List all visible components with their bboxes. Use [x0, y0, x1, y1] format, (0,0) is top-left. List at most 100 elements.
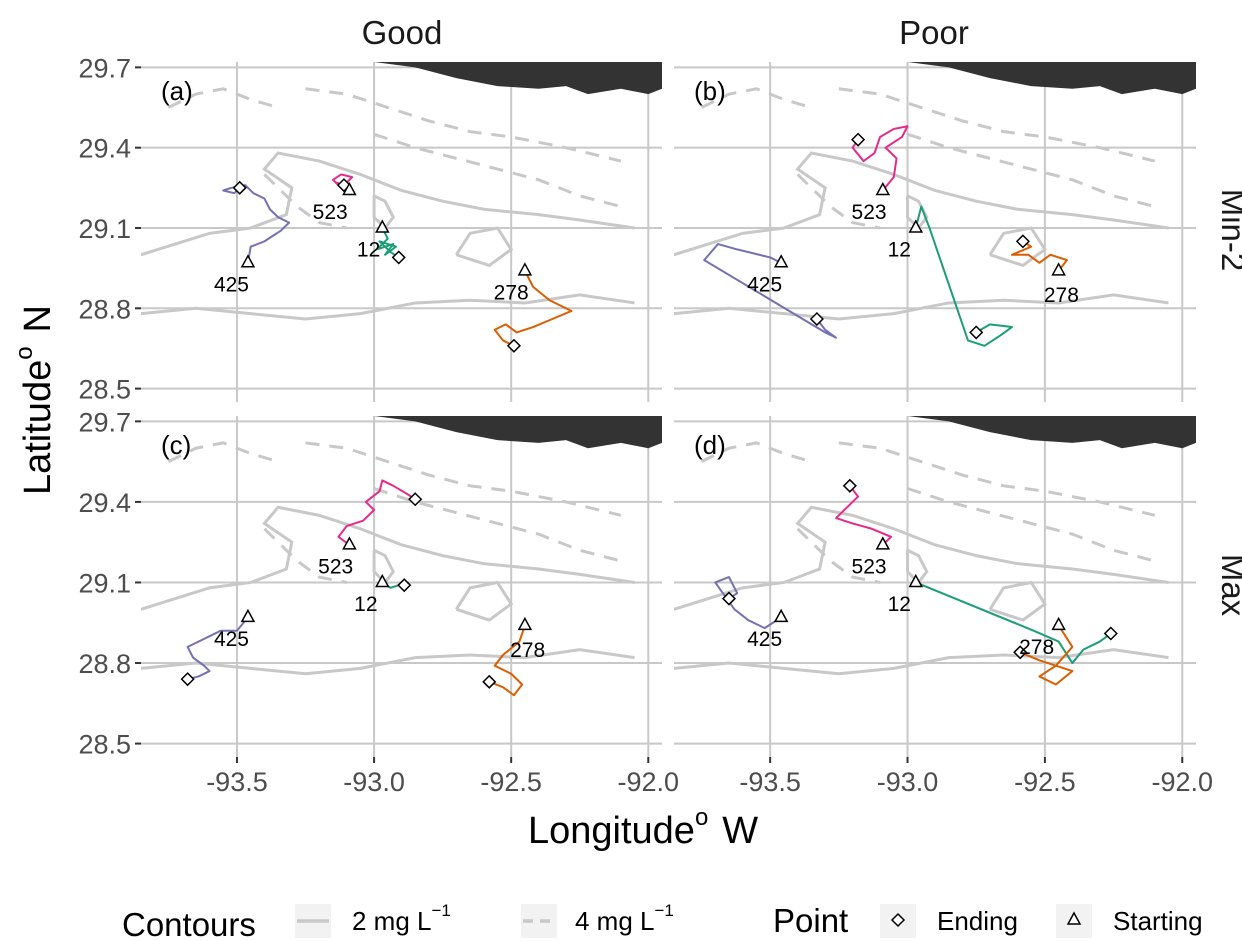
track-label-425: 425: [214, 273, 249, 296]
x-tick-label: -92.0: [618, 767, 680, 797]
legend-contours-title: Contours: [122, 906, 256, 941]
land-mass: [374, 62, 662, 95]
track-label-278: 278: [1044, 284, 1079, 307]
track-label-425: 425: [747, 628, 782, 651]
contour-4mg: [907, 487, 1156, 563]
starting-point-12: [375, 219, 390, 233]
track-523: [331, 173, 354, 191]
starting-point-12: [908, 573, 924, 588]
starting-point-12: [375, 573, 390, 588]
track-label-425: 425: [747, 273, 782, 296]
ending-point-523: [851, 132, 866, 147]
legend-2mg-text: 2 mg L: [352, 906, 432, 936]
track-label-523: 523: [852, 556, 887, 579]
ending-point-12: [391, 250, 406, 265]
contour-2mg: [372, 548, 396, 585]
starting-point-523: [875, 181, 891, 196]
track-523: [337, 479, 416, 546]
panel-content: 425 523 12 278 (a): [141, 62, 662, 402]
x-axis-title-main: Longitude: [528, 810, 695, 852]
starting-point-278: [1051, 262, 1066, 276]
legend: Contours 2 mg L−1 4 mg L−1 Point Ending …: [122, 901, 1203, 941]
strip-good: Good: [362, 14, 443, 51]
contour-4mg: [305, 87, 622, 163]
strip-max: Max: [1215, 554, 1242, 617]
y-tick-label: 29.7: [78, 53, 131, 83]
y-tick-label: 28.5: [78, 375, 131, 405]
y-tick-label: 29.4: [78, 134, 131, 164]
contour-4mg: [373, 487, 622, 563]
contour-2mg: [455, 580, 514, 622]
x-tick-label: -93.5: [206, 767, 268, 797]
contour-4mg: [167, 441, 279, 464]
track-label-278: 278: [494, 282, 529, 305]
track-12: [375, 227, 400, 259]
ending-point-278: [1013, 645, 1028, 660]
contour-2mg: [141, 293, 635, 321]
contour-2mg: [988, 226, 1047, 268]
contour-2mg: [141, 505, 635, 611]
contour-2mg: [141, 151, 635, 257]
legend-4mg-label: 4 mg L−1: [575, 901, 674, 936]
track-label-278: 278: [510, 639, 545, 662]
contour-4mg: [700, 441, 812, 464]
contour-2mg: [906, 548, 929, 585]
track-12: [915, 581, 1112, 665]
y-tick-label: 28.5: [78, 730, 131, 760]
contour-2mg: [372, 194, 396, 231]
panel-tag: (a): [161, 76, 193, 106]
track-label-523: 523: [313, 201, 348, 224]
track-523: [835, 485, 893, 546]
x-axis-title: Longitudeo W: [528, 804, 758, 852]
legend-2mg-exp: −1: [432, 901, 451, 920]
x-axis-title-suffix: W: [722, 810, 758, 852]
contour-4mg: [167, 87, 279, 109]
track-278: [488, 625, 526, 697]
contour-4mg: [263, 173, 347, 230]
panel-tag: (d): [694, 430, 726, 460]
starting-point-523: [875, 536, 891, 550]
track-425: [186, 616, 249, 681]
panel-tag: (c): [161, 430, 191, 460]
starting-point-425: [240, 254, 256, 268]
legend-4mg-exp: −1: [655, 901, 674, 920]
contour-4mg: [796, 527, 881, 584]
contour-4mg: [838, 87, 1156, 163]
ending-point-425: [232, 180, 247, 195]
axes-group: 28.528.829.129.429.728.528.829.129.429.7…: [78, 53, 1213, 797]
legend-point-title: Point: [773, 902, 848, 939]
ending-point-523: [336, 178, 351, 193]
ending-point-523: [842, 478, 857, 493]
contour-4mg: [305, 441, 622, 517]
ending-point-12: [1103, 626, 1118, 641]
starting-point-425: [240, 608, 256, 623]
contour-4mg: [373, 132, 622, 209]
y-axis-title-main: Latitude: [17, 360, 59, 495]
y-tick-label: 28.8: [78, 294, 131, 324]
ending-point-523: [408, 492, 423, 507]
legend-diamond-icon: [890, 912, 906, 928]
contour-2mg: [455, 226, 514, 268]
starting-point-425: [773, 254, 789, 268]
track-425: [703, 243, 838, 339]
panels-group: 42552312278(a)42552312278(b)42552312278(…: [141, 62, 1196, 757]
ending-point-425: [180, 672, 195, 687]
x-tick-label: -93.0: [343, 767, 405, 797]
contour-4mg: [838, 441, 1156, 517]
x-axis-title-sup: o: [695, 804, 708, 831]
track-label-12: 12: [888, 239, 911, 262]
x-tick-label: -93.0: [877, 767, 939, 797]
contour-2mg: [674, 293, 1169, 321]
track-label-523: 523: [852, 201, 887, 224]
track-12: [914, 205, 1013, 347]
track-278: [493, 270, 573, 347]
y-tick-label: 29.4: [78, 488, 131, 518]
panel-tag: (b): [694, 76, 726, 106]
legend-triangle-icon: [1066, 911, 1082, 925]
y-axis-title: Latitudeo N: [11, 305, 59, 495]
track-label-12: 12: [888, 593, 911, 616]
